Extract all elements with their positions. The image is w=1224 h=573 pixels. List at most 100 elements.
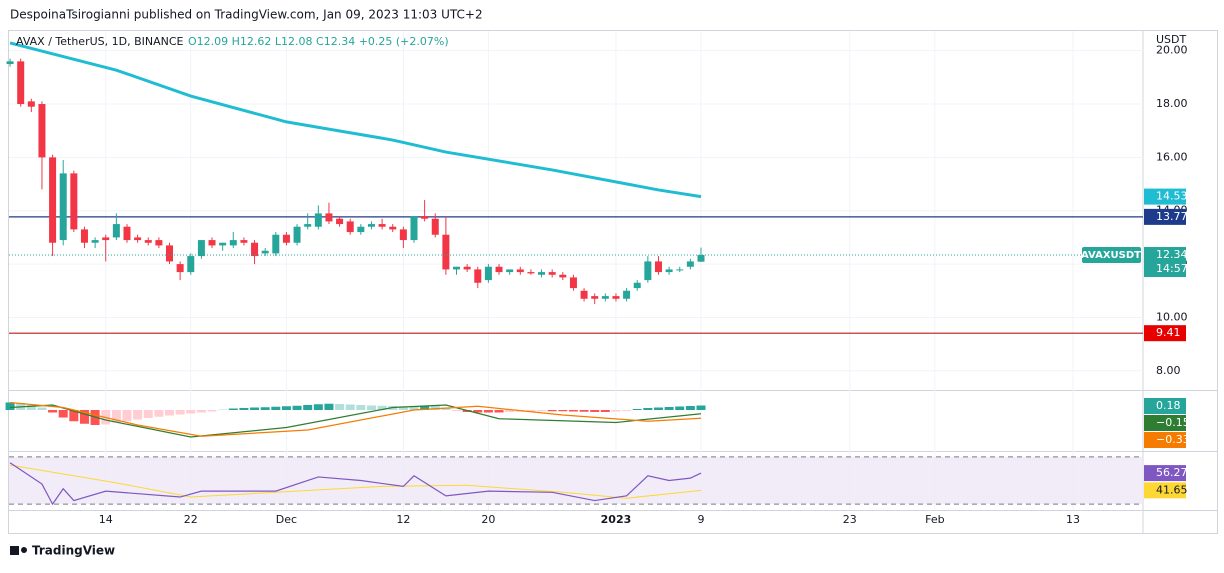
macd-histogram-bar	[420, 405, 430, 410]
macd-histogram-bar	[494, 410, 504, 413]
macd-histogram-bar	[558, 410, 568, 412]
macd-histogram-bar	[228, 408, 238, 410]
macd-histogram-bar	[271, 406, 281, 410]
axis-badge	[1144, 482, 1186, 499]
x-tick-label: 9	[697, 513, 704, 526]
candle-body	[49, 157, 57, 243]
publisher: DespoinaTsirogianni published on Trading…	[10, 8, 483, 22]
macd-histogram-bar	[186, 410, 196, 414]
macd-histogram-bar	[48, 410, 58, 413]
candle-body	[484, 266, 492, 281]
candle-body	[697, 255, 705, 262]
axis-badge-label: 14.53	[1156, 190, 1188, 203]
candle-body	[70, 173, 78, 230]
candle-body	[389, 226, 397, 230]
symbol-badge	[1082, 247, 1141, 264]
macd-histogram-bar	[537, 410, 547, 412]
candle-body	[538, 272, 546, 275]
candle-body	[399, 229, 407, 241]
macd-histogram-bar	[196, 410, 206, 413]
macd-histogram-bar	[590, 410, 600, 412]
candle-body	[474, 269, 482, 283]
macd-line	[10, 404, 702, 438]
macd-histogram-bar	[239, 408, 249, 410]
candle-body	[442, 234, 450, 270]
candle-body	[6, 61, 14, 65]
moving-average	[9, 41, 702, 199]
signal-line	[10, 401, 702, 437]
symbol-name: AVAXUSDT	[1081, 250, 1141, 261]
macd-histogram-bar	[292, 405, 302, 410]
macd-histogram-bar	[366, 405, 376, 410]
axis-badge-label: −0.15	[1156, 416, 1190, 429]
macd-histogram-bar	[526, 410, 536, 412]
candle-body	[251, 242, 259, 257]
last-price: 12.34	[1156, 248, 1188, 261]
candle-body	[580, 290, 588, 299]
candle-body	[282, 234, 290, 243]
candle-body	[421, 216, 429, 219]
axis-badge	[1144, 415, 1186, 431]
macd-histogram-bar	[175, 410, 185, 415]
x-tick-label: 22	[184, 513, 198, 526]
candle-body	[527, 272, 535, 274]
candle-body	[166, 245, 174, 262]
macd-histogram-bar	[26, 405, 36, 410]
macd-histogram-bar	[622, 410, 632, 411]
y-tick-label: 8.00	[1156, 364, 1181, 377]
macd-histogram-bar	[165, 410, 175, 416]
brand: TradingView	[32, 544, 115, 558]
candle-body	[134, 237, 142, 241]
macd-histogram-bar	[452, 410, 462, 411]
macd-histogram-bar	[473, 410, 483, 413]
macd-histogram-bar	[356, 405, 366, 410]
axis-badge-label: 0.18	[1156, 399, 1181, 412]
x-tick-label: Feb	[925, 513, 944, 526]
axis-badge-label: 56.27	[1156, 466, 1188, 479]
candle-body	[654, 261, 662, 273]
candle-body	[144, 240, 152, 243]
candle-body	[612, 296, 620, 299]
x-tick-label: 2023	[601, 513, 632, 526]
ohlc-legend: O12.09 H12.62 L12.08 C12.34 +0.25 (+2.07…	[188, 35, 449, 48]
candle-body	[516, 269, 524, 273]
macd-histogram-bar	[600, 410, 610, 412]
macd-histogram-bar	[579, 410, 589, 412]
candle-body	[506, 269, 514, 273]
price-badge	[1144, 247, 1186, 278]
y-tick-label: 10.00	[1156, 310, 1188, 323]
macd-histogram-bar	[483, 410, 493, 413]
macd-histogram-bar	[409, 406, 419, 410]
macd-histogram-bar	[5, 402, 15, 410]
macd-histogram-bar	[653, 407, 663, 410]
macd-histogram-bar	[37, 407, 47, 410]
macd-histogram-bar	[58, 410, 68, 418]
axis-badge	[1144, 208, 1186, 225]
macd-histogram-bar	[632, 409, 642, 410]
macd-histogram-bar	[133, 410, 143, 420]
axis-badge-label: 9.41	[1156, 326, 1181, 339]
axis-badge	[1144, 432, 1186, 448]
countdown: 14:57:03	[1156, 262, 1205, 275]
axis-badge	[1144, 465, 1186, 482]
candle-body	[240, 240, 248, 243]
macd-histogram-bar	[69, 410, 79, 422]
candle-body	[357, 226, 365, 233]
candle-body	[187, 256, 195, 273]
axis-badge	[1144, 398, 1186, 414]
macd-histogram-bar	[335, 404, 345, 410]
candle-body	[644, 261, 652, 281]
currency: USDT	[1156, 33, 1187, 46]
candle-body	[17, 61, 25, 105]
candle-body	[91, 240, 99, 243]
macd-histogram-bar	[218, 409, 228, 410]
frame	[8, 30, 1218, 534]
macd-histogram-bar	[313, 404, 323, 410]
candle-body	[591, 296, 599, 299]
macd-histogram-bar	[154, 410, 164, 417]
candle-body	[623, 290, 631, 299]
rsi-line	[9, 462, 702, 506]
candle-body	[633, 282, 641, 289]
candle-body	[325, 213, 333, 222]
